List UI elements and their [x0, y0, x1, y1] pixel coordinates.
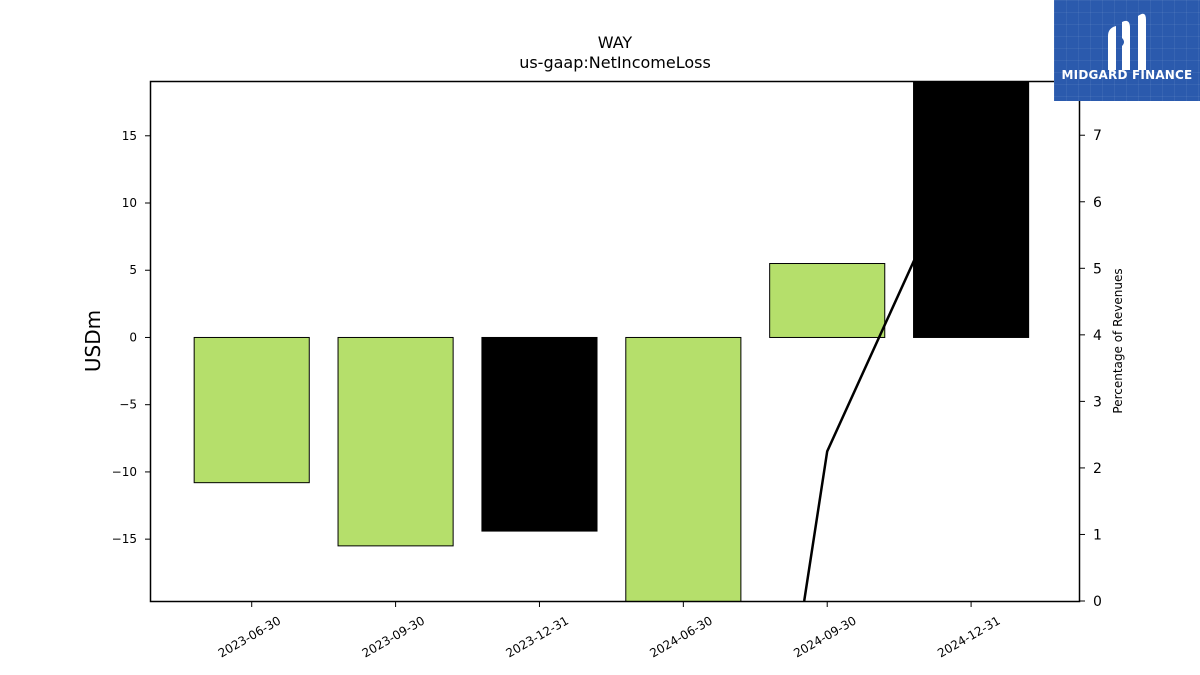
y-tick-label-1: −10: [112, 465, 137, 479]
plot-frame: [149, 80, 1081, 603]
bar-3: [625, 336, 742, 601]
y-tick-label-0: −15: [112, 532, 137, 546]
y-axis-right: 0 1 2 3 4 5 6 7: [1079, 128, 1102, 610]
x-tick-label-4: 2024-09-30: [791, 613, 858, 660]
y-axis-label: USDm: [81, 310, 105, 372]
y2-tick-label-5: 5: [1093, 261, 1102, 277]
y2-tick-label-3: 3: [1093, 394, 1102, 410]
y-tick-label-6: 15: [122, 129, 137, 143]
x-tick-label-0: 2023-06-30: [216, 613, 283, 660]
logo-mark-icon: [1108, 13, 1146, 70]
y-tick-label-2: −5: [119, 398, 137, 412]
bar-1: [337, 336, 454, 547]
y2-tick-label-4: 4: [1093, 328, 1102, 344]
bar-4: [769, 263, 886, 338]
y-tick-label-3: 0: [129, 330, 137, 344]
y2-tick-label-7: 7: [1093, 128, 1102, 144]
x-tick-label-5: 2024-12-31: [935, 613, 1002, 660]
y-tick-label-4: 5: [129, 263, 137, 277]
logo: MIDGARD FINANCE: [1054, 0, 1200, 101]
x-tick-label-1: 2023-09-30: [360, 613, 427, 660]
chart-title: WAY: [598, 33, 633, 52]
y-axis-left: −15 −10 −5 0 5 10 15: [112, 129, 151, 546]
x-tick-label-2: 2023-12-31: [504, 613, 571, 660]
y2-tick-label-2: 2: [1093, 461, 1102, 477]
line-series: [802, 134, 973, 601]
chart-subtitle: us-gaap:NetIncomeLoss: [519, 53, 711, 72]
line-group: [802, 134, 973, 601]
y2-tick-label-0: 0: [1093, 594, 1102, 610]
bar-0: [193, 336, 310, 484]
y2-tick-label-1: 1: [1093, 527, 1102, 543]
logo-text: MIDGARD FINANCE: [1061, 68, 1193, 82]
x-axis: 2023-06-30 2023-09-30 2023-12-31 2024-06-30…: [216, 601, 1003, 660]
bar-2: [481, 336, 598, 532]
y2-axis-label: Percentage of Revenues: [1111, 268, 1125, 413]
y-tick-label-5: 10: [122, 196, 137, 210]
bars-group: [193, 82, 1030, 601]
bar-5: [913, 82, 1030, 338]
y2-tick-label-6: 6: [1093, 195, 1102, 211]
x-tick-label-3: 2024-06-30: [647, 613, 714, 660]
